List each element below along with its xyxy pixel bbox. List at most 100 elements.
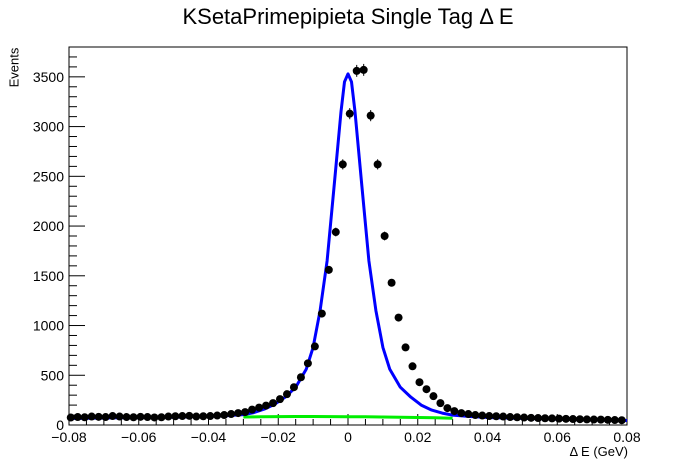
data-point	[345, 108, 354, 120]
data-point	[387, 278, 396, 287]
data-point	[255, 403, 264, 412]
y-tick-label: 0	[56, 417, 64, 433]
data-point	[366, 110, 375, 122]
data-point	[506, 413, 515, 422]
data-point	[554, 414, 563, 423]
x-tick-label: 0	[344, 429, 352, 445]
y-tick-label: 3500	[33, 69, 64, 85]
data-point	[464, 410, 473, 419]
chart-title: KSetaPrimepipieta Single Tag Δ E	[182, 4, 514, 29]
x-tick-label: −0.02	[261, 429, 297, 445]
data-point	[429, 392, 438, 401]
data-point	[436, 399, 445, 408]
data-point	[603, 415, 612, 424]
data-point	[241, 408, 250, 417]
x-tick-label: 0.04	[474, 429, 501, 445]
data-point	[192, 412, 201, 421]
data-point	[492, 412, 501, 421]
data-point	[589, 415, 598, 424]
data-point	[310, 342, 319, 351]
data-point	[582, 415, 591, 424]
data-point	[401, 343, 410, 352]
plot-frame	[68, 46, 628, 426]
data-point	[220, 411, 229, 420]
data-point	[101, 413, 110, 422]
background-fit-line	[243, 415, 453, 420]
data-point	[199, 412, 208, 421]
data-point	[262, 401, 271, 410]
data-point	[185, 411, 194, 420]
data-point	[73, 413, 82, 422]
data-point	[359, 63, 368, 76]
data-point	[457, 409, 466, 418]
data-point	[317, 309, 326, 318]
data-point	[80, 413, 89, 422]
data-point	[513, 413, 522, 422]
data-point	[248, 405, 257, 414]
data-point	[303, 359, 312, 368]
data-point	[275, 395, 284, 404]
data-point	[164, 412, 173, 421]
data-point	[94, 412, 103, 421]
data-point	[115, 412, 124, 421]
data-point	[548, 414, 557, 423]
x-tick-label: −0.08	[51, 429, 87, 445]
y-tick-label: 1500	[33, 268, 64, 284]
x-tick-label: 0.02	[404, 429, 431, 445]
x-tick-label: −0.06	[121, 429, 157, 445]
data-point	[485, 412, 494, 421]
data-point	[575, 415, 584, 424]
data-point	[150, 413, 159, 422]
data-point	[422, 385, 431, 394]
data-point	[527, 413, 536, 422]
data-point	[66, 413, 75, 422]
data-point	[450, 407, 459, 416]
data-point	[338, 159, 347, 170]
data-point	[206, 412, 215, 421]
data-point	[534, 414, 543, 423]
data-point	[282, 390, 291, 399]
data-point	[352, 64, 361, 77]
data-point	[443, 404, 452, 413]
data-point	[478, 411, 487, 420]
data-point	[269, 399, 278, 408]
y-tick-label: 500	[41, 367, 65, 383]
data-point	[471, 411, 480, 420]
x-tick-label: 0.08	[613, 429, 640, 445]
data-point	[373, 159, 382, 170]
data-point	[541, 414, 550, 423]
data-point	[108, 412, 117, 421]
x-tick-label: −0.04	[191, 429, 227, 445]
data-point	[178, 412, 187, 421]
x-axis-label: Δ E (GeV)	[569, 444, 628, 459]
data-point	[324, 265, 333, 274]
data-point	[568, 415, 577, 424]
data-point	[171, 412, 180, 421]
y-tick-label: 2500	[33, 168, 64, 184]
data-point	[122, 413, 131, 422]
y-tick-label: 2000	[33, 218, 64, 234]
data-point	[617, 416, 626, 425]
data-point	[499, 412, 508, 421]
total-fit-line	[68, 72, 628, 422]
data-point	[596, 415, 605, 424]
data-point	[234, 409, 243, 418]
data-point	[143, 413, 152, 422]
y-tick-label: 3000	[33, 119, 64, 135]
data-point	[157, 413, 166, 422]
data-point	[87, 412, 96, 421]
data-point	[213, 411, 222, 420]
data-point	[296, 373, 305, 382]
y-tick-label: 1000	[33, 318, 64, 334]
data-point	[380, 231, 389, 241]
data-point	[331, 227, 340, 237]
data-point	[415, 378, 424, 387]
data-point	[394, 313, 403, 322]
data-point	[136, 412, 145, 421]
data-point	[408, 362, 417, 371]
data-point	[129, 413, 138, 422]
x-tick-label: 0.06	[544, 429, 571, 445]
data-point	[520, 413, 529, 422]
data-point	[610, 416, 619, 425]
